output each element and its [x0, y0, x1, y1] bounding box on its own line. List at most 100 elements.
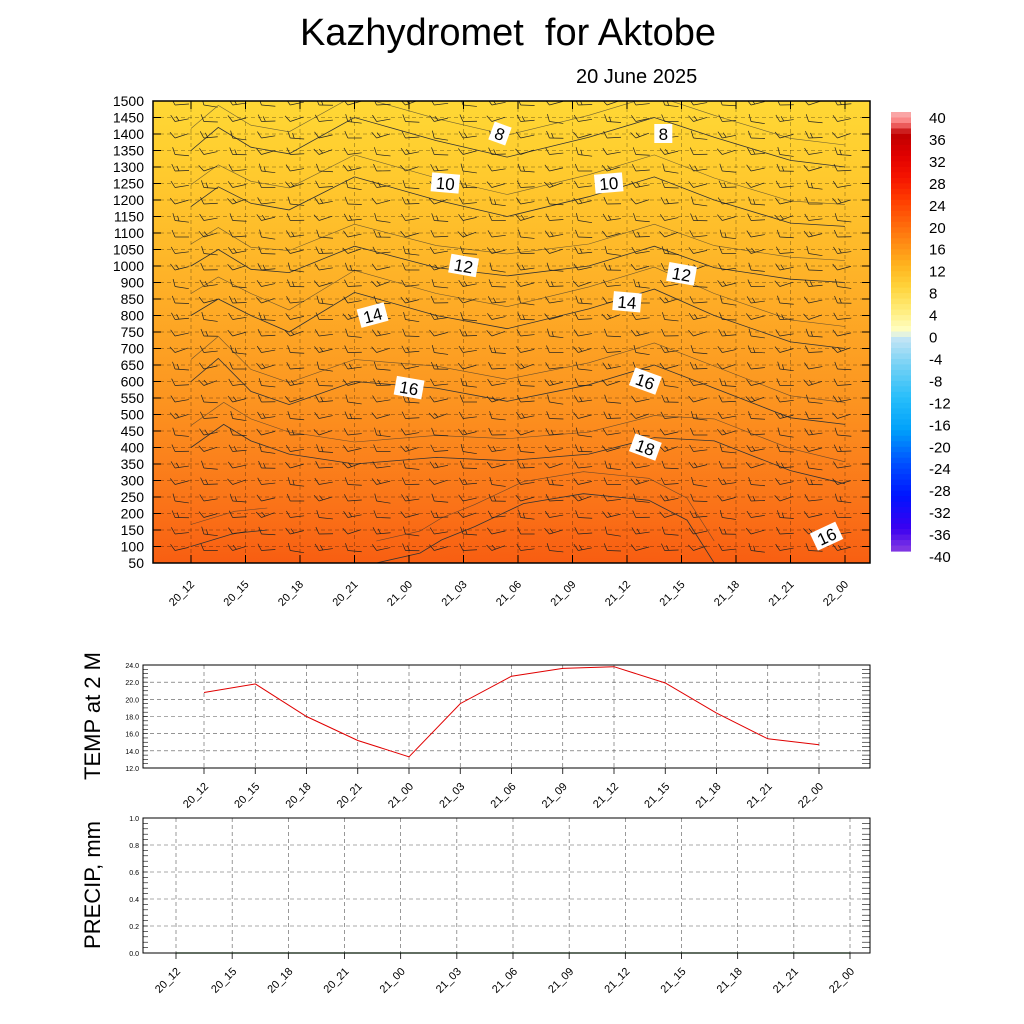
wind-barb	[630, 263, 650, 271]
wind-barb	[748, 543, 765, 553]
wind-barb	[834, 427, 852, 437]
colorbar-swatch	[891, 413, 911, 420]
y-level-label: 1250	[113, 176, 144, 192]
colorbar-swatch	[891, 249, 911, 256]
wind-barb	[748, 196, 765, 206]
wind-barb	[344, 262, 362, 272]
wind-barb	[199, 131, 218, 139]
wind-barb	[776, 510, 794, 519]
wind-barb	[833, 461, 852, 469]
y-level-label: 1050	[113, 242, 144, 258]
wind-barb	[198, 511, 218, 518]
wind-barb	[717, 428, 736, 436]
wind-barb	[805, 543, 823, 552]
wind-barb	[198, 230, 218, 238]
wind-barb	[690, 493, 708, 502]
wind-barb	[603, 262, 622, 271]
colorbar-swatch	[891, 155, 911, 162]
x-time-label: 21_09	[549, 579, 579, 609]
chart-subtitle: 20 June 2025	[576, 66, 698, 88]
colorbar-swatch	[891, 227, 911, 234]
wind-barb	[545, 494, 564, 502]
x-tick-label: 21_06	[490, 966, 520, 996]
wind-barb	[316, 295, 333, 306]
wind-barb	[199, 428, 218, 436]
y-level-label: 1150	[114, 209, 144, 225]
wind-barb	[832, 180, 852, 188]
wind-barb	[403, 312, 420, 323]
wind-barb	[285, 379, 305, 386]
wind-barb	[228, 164, 247, 172]
colorbar-label: 36	[929, 132, 946, 149]
x-time-label: 20_21	[331, 579, 361, 609]
wind-barb	[400, 362, 420, 370]
x-time-label: 21_06	[494, 579, 524, 609]
colorbar-swatch	[891, 380, 911, 387]
wind-barb	[746, 510, 765, 518]
colorbar-swatch	[891, 199, 911, 206]
colorbar-swatch	[891, 353, 911, 360]
wind-barb	[374, 493, 391, 504]
wind-barb	[547, 114, 564, 124]
wind-barb	[429, 329, 448, 337]
y-tick-label: 0.0	[129, 951, 139, 958]
x-tick-label: 21_18	[715, 966, 745, 996]
wind-barb	[430, 361, 449, 370]
colorbar-swatch	[891, 172, 911, 179]
wind-barb	[544, 313, 563, 320]
wind-barb	[832, 263, 852, 271]
x-tick-label: 21_12	[602, 966, 632, 996]
wind-barb	[689, 361, 708, 370]
wind-barb	[256, 345, 276, 353]
wind-barb	[516, 395, 535, 403]
wind-barb	[487, 101, 506, 106]
wind-barb	[486, 247, 506, 254]
wind-barb	[315, 246, 334, 254]
colorbar: 4036322824201612840-4-8-12-16-20-24-28-3…	[891, 110, 951, 566]
x-tick-label: 20_21	[335, 781, 365, 811]
wind-barb	[199, 345, 218, 353]
wind-barb	[342, 247, 362, 254]
wind-barb	[544, 230, 564, 238]
wind-barb	[573, 544, 593, 551]
wind-barb	[343, 511, 362, 518]
colorbar-swatch	[891, 435, 911, 442]
wind-barb	[777, 147, 794, 157]
wind-barb	[604, 246, 621, 256]
contour-line	[376, 471, 715, 542]
wind-barb	[172, 427, 189, 437]
wind-barb	[227, 478, 246, 485]
wind-barb	[834, 361, 852, 371]
wind-barb	[806, 246, 823, 257]
wind-barb	[314, 477, 333, 485]
colorbar-label: -28	[929, 483, 951, 500]
temp-y-ticks: 12.0 14.0 16.0 18.0 20.0 22.0 24.0	[125, 663, 870, 773]
wind-barb	[429, 312, 449, 320]
wind-barb	[345, 180, 362, 191]
temp-series-line	[203, 666, 820, 758]
wind-barb	[285, 444, 305, 452]
wind-barb	[431, 279, 449, 289]
precip-panel: PRECIP, mm 0.0 0.2 0.4 0.6 0.8 1.0 20_12 20_15…	[80, 816, 871, 996]
wind-barb	[633, 345, 650, 356]
wind-barb	[746, 296, 765, 304]
wind-barb	[631, 181, 650, 188]
wind-barb	[601, 445, 621, 452]
wind-barb	[543, 181, 563, 188]
wind-barb	[775, 395, 794, 403]
colorbar-swatch	[891, 490, 911, 497]
colorbar-label: -8	[929, 373, 942, 390]
wind-barb	[516, 114, 535, 122]
wind-barb	[544, 445, 564, 452]
wind-barb	[575, 510, 593, 519]
wind-barb	[342, 528, 362, 535]
wind-barb	[518, 510, 535, 520]
colorbar-swatch	[891, 441, 911, 448]
wind-barb	[832, 544, 852, 551]
wind-barb	[718, 114, 737, 122]
wind-barb	[804, 428, 823, 436]
wind-barb	[545, 147, 564, 155]
wind-barb	[487, 230, 506, 238]
wind-barb	[834, 510, 852, 518]
wind-barb	[372, 329, 391, 337]
